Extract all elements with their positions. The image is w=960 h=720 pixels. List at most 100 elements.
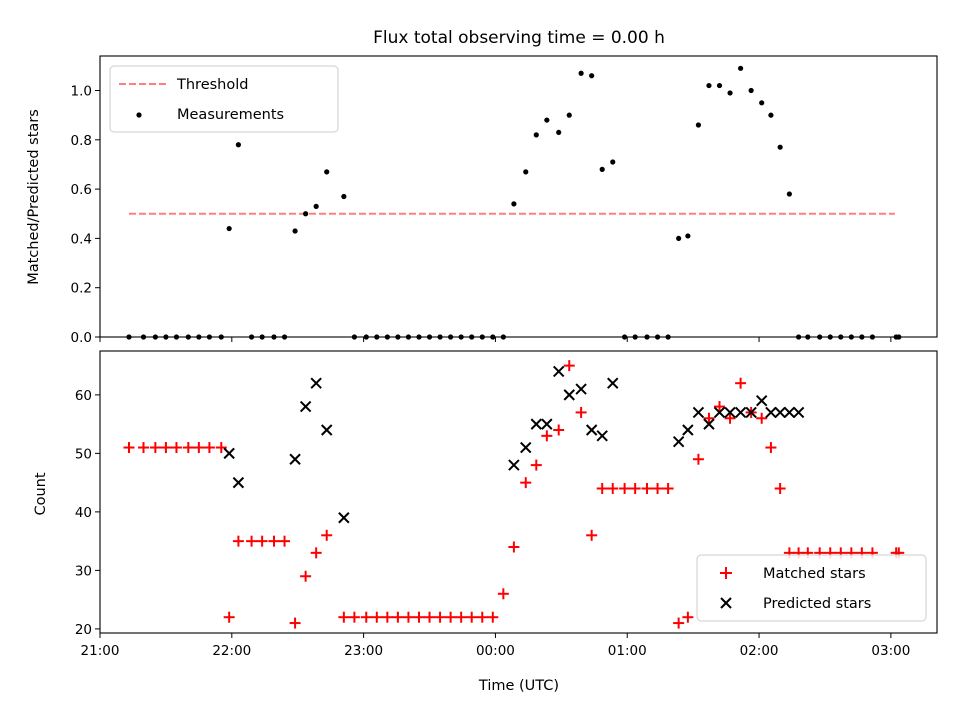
- predicted-stars-point: [338, 512, 350, 524]
- predicted-stars-point: [607, 377, 619, 389]
- matched-stars-point: [321, 529, 333, 541]
- predicted-stars-point: [223, 447, 235, 460]
- ratio-y-tick-label: 0.0: [71, 330, 92, 346]
- matched-stars-point: [703, 412, 715, 424]
- matched-stars-point: [714, 401, 726, 413]
- matched-stars-point: [182, 442, 194, 454]
- ratio-y-tick-label: 0.8: [71, 133, 92, 149]
- matched-stars-point: [692, 453, 704, 465]
- measurement-point: [786, 191, 792, 197]
- count-legend-box: [696, 554, 927, 622]
- predicted-stars-point: [289, 453, 301, 465]
- matched-stars-point: [765, 442, 777, 454]
- matched-stars-point: [563, 360, 575, 372]
- count-x-axis-label: Time (UTC): [478, 678, 559, 694]
- matched-stars-point: [586, 529, 598, 541]
- measurement-point: [303, 211, 309, 217]
- matched-stars-point: [203, 442, 215, 454]
- predicted-stars-point: [765, 406, 777, 419]
- predicted-stars-point: [682, 424, 694, 436]
- legend-matched-label: Matched stars: [763, 566, 866, 582]
- count-x-tick-label: 01:00: [608, 643, 647, 659]
- predicted-stars-point: [299, 400, 312, 413]
- count-y-tick-label: 60: [75, 388, 92, 404]
- matched-stars-point: [575, 406, 587, 418]
- matched-stars-point: [246, 535, 258, 547]
- predicted-stars-point: [575, 383, 587, 395]
- count-x-tick-label: 23:00: [344, 643, 383, 659]
- matched-stars-point: [629, 482, 641, 494]
- count-x-tick-label: 00:00: [476, 643, 515, 659]
- measurement-point: [676, 235, 682, 242]
- matched-stars-point: [371, 611, 383, 623]
- count-x-tick-label: 22:00: [212, 643, 251, 659]
- matched-stars-point: [641, 482, 653, 494]
- matched-stars-point: [520, 477, 532, 489]
- matched-stars-point: [662, 482, 674, 494]
- matched-stars-point: [268, 535, 280, 547]
- matched-stars-point: [310, 547, 322, 559]
- predicted-stars-point: [703, 418, 715, 430]
- matched-stars-point: [508, 541, 520, 553]
- predicted-stars-point: [552, 365, 565, 378]
- chart-title: Flux total observing time = 0.00 h: [373, 28, 665, 48]
- predicted-stars-point: [734, 406, 747, 419]
- measurement-point: [511, 201, 517, 207]
- predicted-stars-point: [792, 406, 805, 419]
- measurement-point: [599, 166, 605, 172]
- measurement-point: [313, 203, 319, 209]
- matched-stars-point: [445, 611, 457, 623]
- predicted-stars-point: [755, 395, 768, 407]
- count-y-tick-label: 20: [75, 622, 92, 638]
- matched-stars-point: [360, 611, 372, 623]
- measurement-point: [235, 142, 242, 148]
- count-panel: Count Time (UTC) 20 30 40 50 60 21:00 22:00 23:…: [33, 350, 938, 694]
- matched-stars-point: [735, 377, 747, 389]
- measurement-point: [341, 193, 347, 200]
- matched-stars-point: [381, 611, 393, 623]
- predicted-stars-point: [541, 418, 553, 430]
- predicted-stars-point: [310, 377, 322, 389]
- matched-stars-point: [137, 442, 149, 454]
- matched-stars-point: [279, 535, 291, 547]
- measurement-point: [556, 129, 562, 136]
- matched-stars-point: [596, 482, 608, 494]
- measurement-point: [706, 82, 712, 89]
- count-x-tick-label: 02:00: [740, 643, 779, 659]
- measurement-point: [566, 112, 572, 118]
- legend-measurements-label: Measurements: [177, 107, 284, 123]
- matched-stars-point: [193, 442, 205, 454]
- count-plot-area: 20 30 40 50 60 21:00 22:00 23:00 00:00 01:00 02:00…: [75, 360, 910, 659]
- matched-stars-point: [682, 611, 694, 623]
- count-y-axis-label: Count: [33, 472, 49, 515]
- ratio-axes-frame: [99, 55, 938, 338]
- ratio-y-tick-label: 0.4: [71, 231, 92, 247]
- predicted-stars-point: [774, 406, 786, 419]
- measurement-point: [226, 225, 232, 232]
- matched-stars-point: [466, 611, 478, 623]
- matched-stars-point: [652, 482, 664, 494]
- measurement-point: [523, 169, 529, 175]
- matched-stars-point: [619, 482, 631, 494]
- matched-stars-point: [724, 412, 736, 424]
- count-x-tick-label: 21:00: [81, 643, 120, 659]
- matched-stars-point: [215, 442, 227, 454]
- predicted-stars-point: [520, 441, 532, 454]
- measurement-point: [695, 122, 702, 128]
- legend-predicted-swatch: [720, 597, 732, 609]
- predicted-stars-point: [530, 418, 543, 430]
- matched-stars-point: [392, 611, 404, 623]
- predicted-stars-point: [585, 424, 598, 436]
- legend-matched-swatch: [720, 567, 732, 579]
- measurement-point: [292, 228, 298, 234]
- predicted-stars-point: [692, 406, 705, 419]
- predicted-stars-point: [745, 406, 757, 419]
- measurement-point: [533, 132, 539, 138]
- predicted-stars-point: [563, 389, 575, 401]
- ratio-panel: Flux total observing time = 0.00 h Match…: [26, 28, 938, 346]
- matched-stars-point: [402, 611, 414, 623]
- count-y-tick-label: 50: [75, 446, 92, 462]
- matched-stars-point: [170, 442, 182, 454]
- count-legend: Matched stars Predicted stars: [696, 554, 927, 622]
